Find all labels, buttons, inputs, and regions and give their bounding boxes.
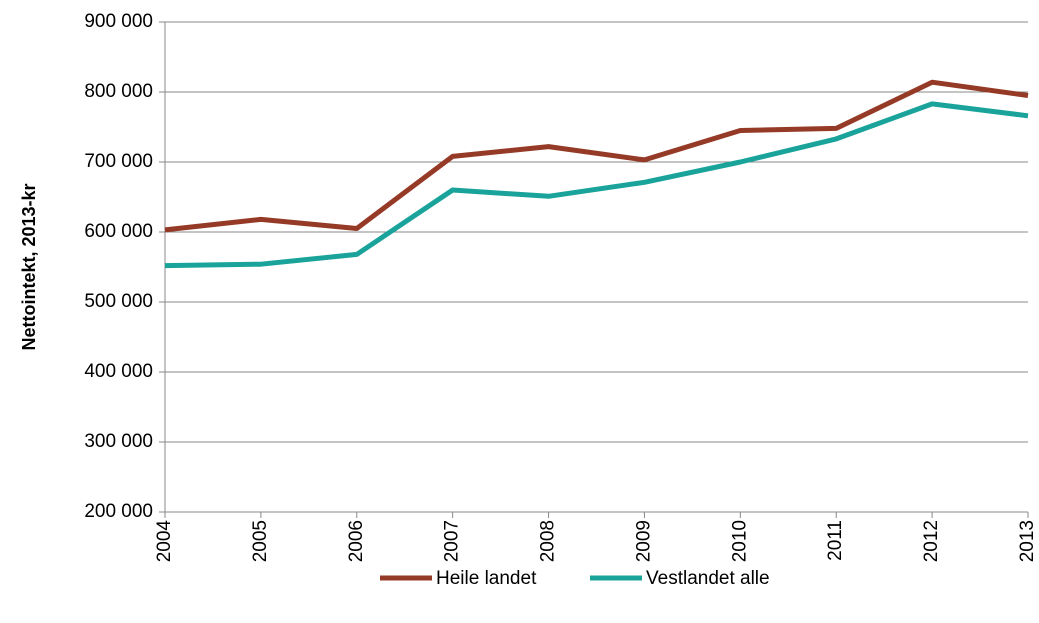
y-tick-label: 800 000 [84,81,153,102]
x-tick-label: 2010 [729,520,750,562]
y-tick-label: 400 000 [84,361,153,382]
x-tick-label: 2007 [442,520,463,562]
x-tick-label: 2011 [825,520,846,561]
y-tick-label: 300 000 [84,431,153,452]
y-tick-label: 200 000 [84,501,153,522]
legend-label: Vestlandet alle [646,568,770,589]
x-tick-label: 2012 [921,520,942,562]
x-tick-label: 2006 [346,520,367,562]
x-tick-label: 2004 [154,520,175,563]
y-tick-label: 700 000 [84,151,153,172]
x-tick-label: 2008 [538,520,559,562]
y-tick-label: 900 000 [84,11,153,32]
y-tick-label: 500 000 [84,291,153,312]
x-tick-label: 2005 [250,520,271,562]
x-tick-label: 2013 [1017,520,1038,562]
line-series [164,79,1029,233]
y-axis-label: Nettointekt, 2013-kr [19,183,39,350]
line-series [164,101,1029,269]
legend-label: Heile landet [436,568,537,589]
x-tick-label: 2009 [633,520,654,562]
y-tick-label: 600 000 [84,221,153,242]
